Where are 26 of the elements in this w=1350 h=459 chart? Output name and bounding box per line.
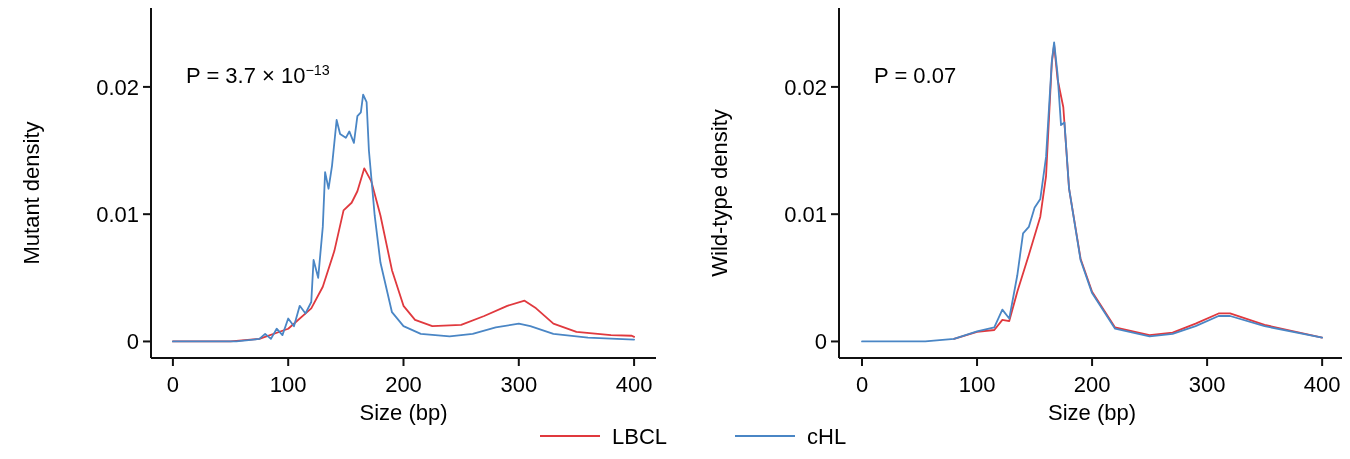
x-tick-label: 0 (855, 372, 869, 397)
x-tick-label: 100 (958, 372, 996, 397)
y-tick-label: 0.01 (784, 201, 827, 227)
y-axis-title: Mutant density (19, 121, 44, 265)
x-axis-title: Size (bp) (359, 400, 448, 425)
x-axis-title: Size (bp) (1048, 400, 1137, 425)
y-tick-label: 0.01 (96, 201, 139, 227)
x-tick-label: 200 (1073, 372, 1111, 397)
line-series (172, 93, 635, 343)
x-tick-label: 200 (385, 372, 422, 397)
x-tick-label: 400 (615, 372, 653, 397)
y-tick-label: 0.02 (784, 74, 827, 100)
y-tick-label: 0.02 (96, 74, 139, 100)
legend-label: LBCL (612, 423, 668, 449)
line-series (861, 41, 1324, 343)
x-tick-label: 400 (1303, 372, 1341, 397)
legend-label: cHL (807, 423, 847, 449)
x-tick-label: 300 (1188, 372, 1226, 397)
x-tick-label: 300 (500, 372, 538, 397)
annotation: P = 3.7 × 10$^{−13}$ (186, 62, 330, 88)
annotation: P = 0.07 (874, 63, 957, 88)
y-axis-title: Wild-type density (707, 109, 732, 277)
y-tick-label: 0 (126, 329, 139, 355)
y-tick-label: 0 (814, 329, 827, 355)
x-tick-label: 100 (269, 372, 307, 397)
x-tick-label: 0 (166, 372, 180, 397)
